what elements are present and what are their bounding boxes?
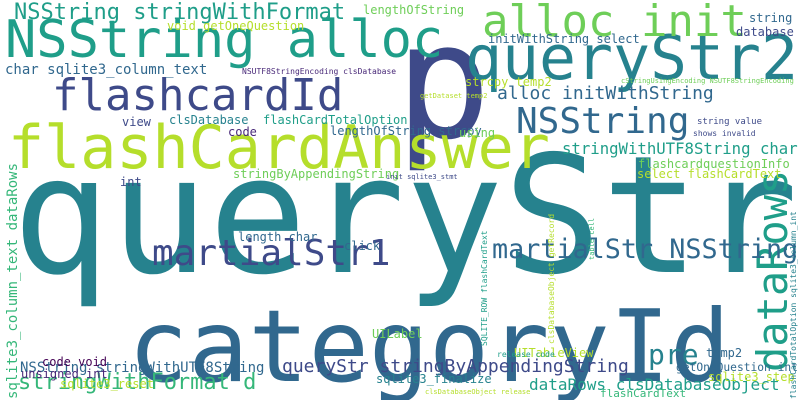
cloud-word: flashCardText <box>600 387 687 400</box>
cloud-word: init sqlite3_stmt <box>386 173 458 181</box>
cloud-word: sqlite3_finalize <box>376 372 492 386</box>
cloud-word: clsDatabaseObject getRecord <box>547 213 556 344</box>
cloud-word: UILabel <box>372 327 423 341</box>
cloud-word: flashcardId <box>52 70 344 121</box>
cloud-word: int <box>120 175 142 189</box>
cloud-word: clsDatabaseObject release <box>425 388 531 396</box>
cloud-word: unsigned int <box>21 367 108 381</box>
cloud-word: flashCardAnswer <box>8 113 550 183</box>
cloud-word: shows invalid <box>693 129 756 138</box>
cloud-word: code <box>228 125 257 139</box>
cloud-word: queryStr stringByAppendingString <box>282 356 629 377</box>
cloud-word: martialStr1 <box>152 233 391 274</box>
cloud-word: getDataset temp2 <box>420 92 488 100</box>
cloud-word: char sqlite3_column_text <box>5 62 208 78</box>
cloud-word: using <box>459 126 496 140</box>
cloud-word: SQLITE_ROW flashCardText <box>480 230 489 346</box>
cloud-word: sqlite3_reset <box>60 377 154 391</box>
cloud-word: temp2 <box>706 346 743 360</box>
cloud-word: stringWithUTF8String char <box>562 139 798 158</box>
cloud-word: dataRows clsDatabaseObject <box>529 375 780 394</box>
cloud-word: dataRows <box>748 169 797 372</box>
cloud-word: string <box>749 11 793 25</box>
cloud-word: void getOneQuestion <box>167 19 305 33</box>
cloud-word: strcpy temp2 <box>465 75 552 89</box>
cloud-word: stringByAppendingString <box>233 167 400 181</box>
cloud-word: getOneQuestion int <box>676 361 798 374</box>
cloud-word: categoryId <box>128 288 731 400</box>
cloud-word: sqlite3_column_text dataRows <box>5 162 21 399</box>
cloud-word: lengthOfString strcpy <box>330 124 482 138</box>
cloud-word: NSString <box>516 101 690 142</box>
cloud-word: length char <box>238 230 318 244</box>
cloud-word: lengthOfString <box>363 3 465 17</box>
cloud-word: release code <box>497 350 555 359</box>
cloud-word: flashcardquestionInfo <box>638 157 790 171</box>
cloud-word: UITableView <box>514 346 594 360</box>
cloud-word: NSString alloc <box>5 10 444 70</box>
cloud-word: click <box>344 239 381 253</box>
cloud-word: table cell <box>588 217 596 260</box>
cloud-word: code void <box>42 355 108 369</box>
cloud-word: NSString stringWithUTF8String <box>20 360 265 376</box>
cloud-word: p <box>395 0 492 175</box>
cloud-word: view <box>122 115 151 129</box>
cloud-word: clsDatabase <box>169 113 249 127</box>
cloud-word: cStringUsingEncoding NSUTF8StringEncodin… <box>621 77 794 85</box>
cloud-word: initWithString select <box>488 32 640 46</box>
cloud-word: database <box>736 25 794 39</box>
cloud-word: select flashCardText <box>637 167 782 181</box>
cloud-word: queryStr2 <box>465 23 799 94</box>
cloud-word: queryStr <box>12 121 799 311</box>
cloud-word: string value <box>697 117 763 127</box>
cloud-word: flashCardTotalOption <box>263 113 408 127</box>
cloud-word: NSUTF8StringEncoding clsDatabase <box>242 67 397 76</box>
cloud-word: alloc initWithString <box>497 83 714 104</box>
cloud-word: alloc init <box>482 0 747 47</box>
cloud-word: NSString stringWithFormat <box>14 0 346 25</box>
cloud-word: stringWithFormat d <box>18 370 257 395</box>
cloud-word: pre <box>648 338 699 371</box>
cloud-word: flashCardTotalOption sqlite3_column_int <box>789 211 798 399</box>
cloud-word: sqlite3_step <box>708 370 795 384</box>
cloud-word: martialStr NSString <box>492 234 799 265</box>
